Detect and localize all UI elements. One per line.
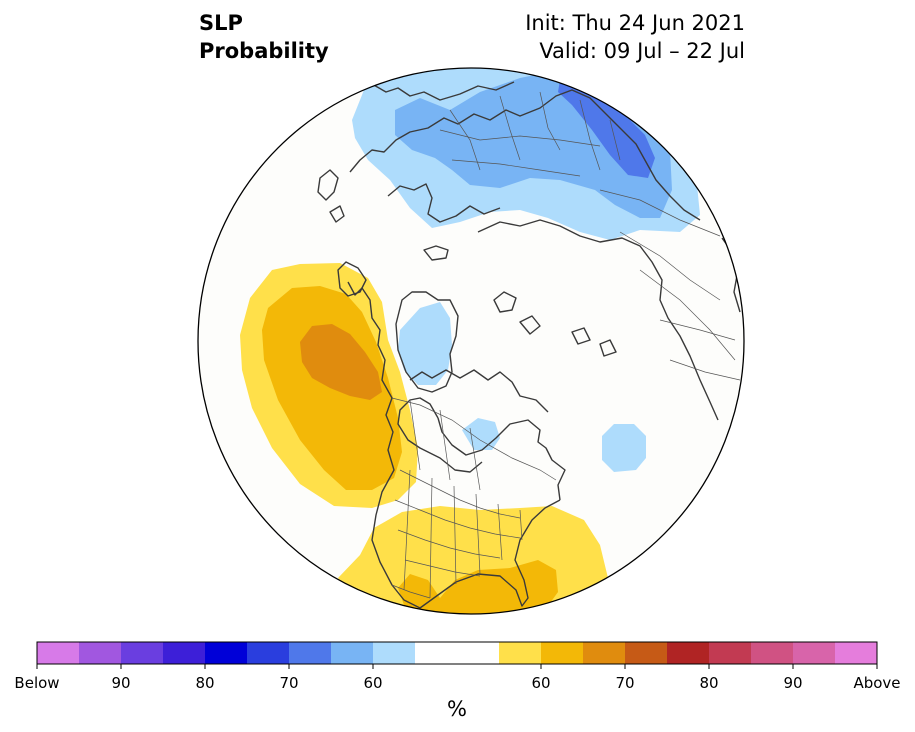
political-borders [391,91,741,599]
coast-siberia [477,219,719,421]
colorbar-tick-label: Below [14,674,59,692]
colorbar-unit-label: % [447,697,467,721]
colorbar-tick-label: 80 [195,674,214,692]
coast-hudson-bay [397,397,483,473]
colorbar-segment [121,642,164,664]
border-canada-provinces [409,399,481,491]
colorbar-tick-label: 70 [615,674,634,692]
colorbar-segment [499,642,542,664]
region-above-65-alaska-gulf [300,324,382,400]
colorbar-tick-label: Above [853,674,900,692]
colorbar-segment [163,642,206,664]
colorbar-segment [373,642,416,664]
border-us-verticals [403,469,523,599]
border-us-states-2 [394,499,521,539]
coast-greenland [395,291,459,393]
title-line-1: SLP [199,11,243,35]
colorbar-segment [247,642,290,664]
coast-iceland [423,245,449,261]
border-us-states-4 [404,559,481,577]
colorbar-segment [583,642,626,664]
border-europe [449,91,621,171]
colorbar-segment [667,642,710,664]
colorbar-segment [541,642,584,664]
colorbar-segment [79,642,122,664]
colorbar-tick-label: 60 [531,674,550,692]
colorbar-segment [751,642,794,664]
valid-dates: Valid: 09 Jul – 22 Jul [539,39,745,63]
coastlines [317,81,741,609]
region-above-60-us-southeast [398,560,558,614]
title-line-2: Probability [199,39,329,63]
border-us-states-1 [399,469,521,519]
coast-arctic-archipelago [409,369,549,413]
coast-british-isles [317,169,345,223]
colorbar-segment [835,642,878,664]
region-below-60-greenland [398,302,452,385]
border-us-states-3 [397,529,501,559]
colorbar-outline [36,641,878,665]
colorbar-segment [793,642,836,664]
border-europe-2 [439,129,601,177]
polar-map [197,67,745,615]
colorbar-segment [709,642,752,664]
colorbar-tick-label: 80 [699,674,718,692]
coast-north-america-west [347,281,421,609]
colorbar-segment [331,642,374,664]
init-date: Init: Thu 24 Jun 2021 [525,11,745,35]
coast-alaska [337,261,367,297]
colorbar-tick-label: 90 [783,674,802,692]
map-dates: Init: Thu 24 Jun 2021 Valid: 09 Jul – 22… [525,9,745,65]
border-asia [659,319,741,381]
colorbar-segment [625,642,668,664]
probability-shading [240,68,700,614]
colorbar-ticks: Below 90 80 70 60 60 70 80 90 Above [14,664,901,692]
border-us-canada [391,397,557,481]
colorbar-tick-label: 70 [279,674,298,692]
coast-arctic-islands [493,291,617,357]
colorbar-segment [415,642,500,664]
colorbar-segment [205,642,248,664]
region-below-70-baltic [558,80,655,178]
colorbar-tick-label: 90 [111,674,130,692]
border-russia [599,189,736,361]
coast-scandinavia [387,183,501,223]
colorbar-tick-label: 60 [363,674,382,692]
region-below-60-pacific [602,424,646,472]
map-title: SLP Probability [199,9,329,65]
colorbar: Below 90 80 70 60 60 70 80 90 Above % [14,641,901,721]
colorbar-segment [289,642,332,664]
colorbar-segment [37,642,80,664]
coast-gulf-mexico [419,499,561,609]
border-mexico [391,584,431,599]
colorbar-segments [37,642,878,664]
coast-mediterranean [359,81,515,101]
globe-border [197,67,745,615]
coast-north-america-east [437,417,566,501]
coast-europe-north [349,89,701,221]
